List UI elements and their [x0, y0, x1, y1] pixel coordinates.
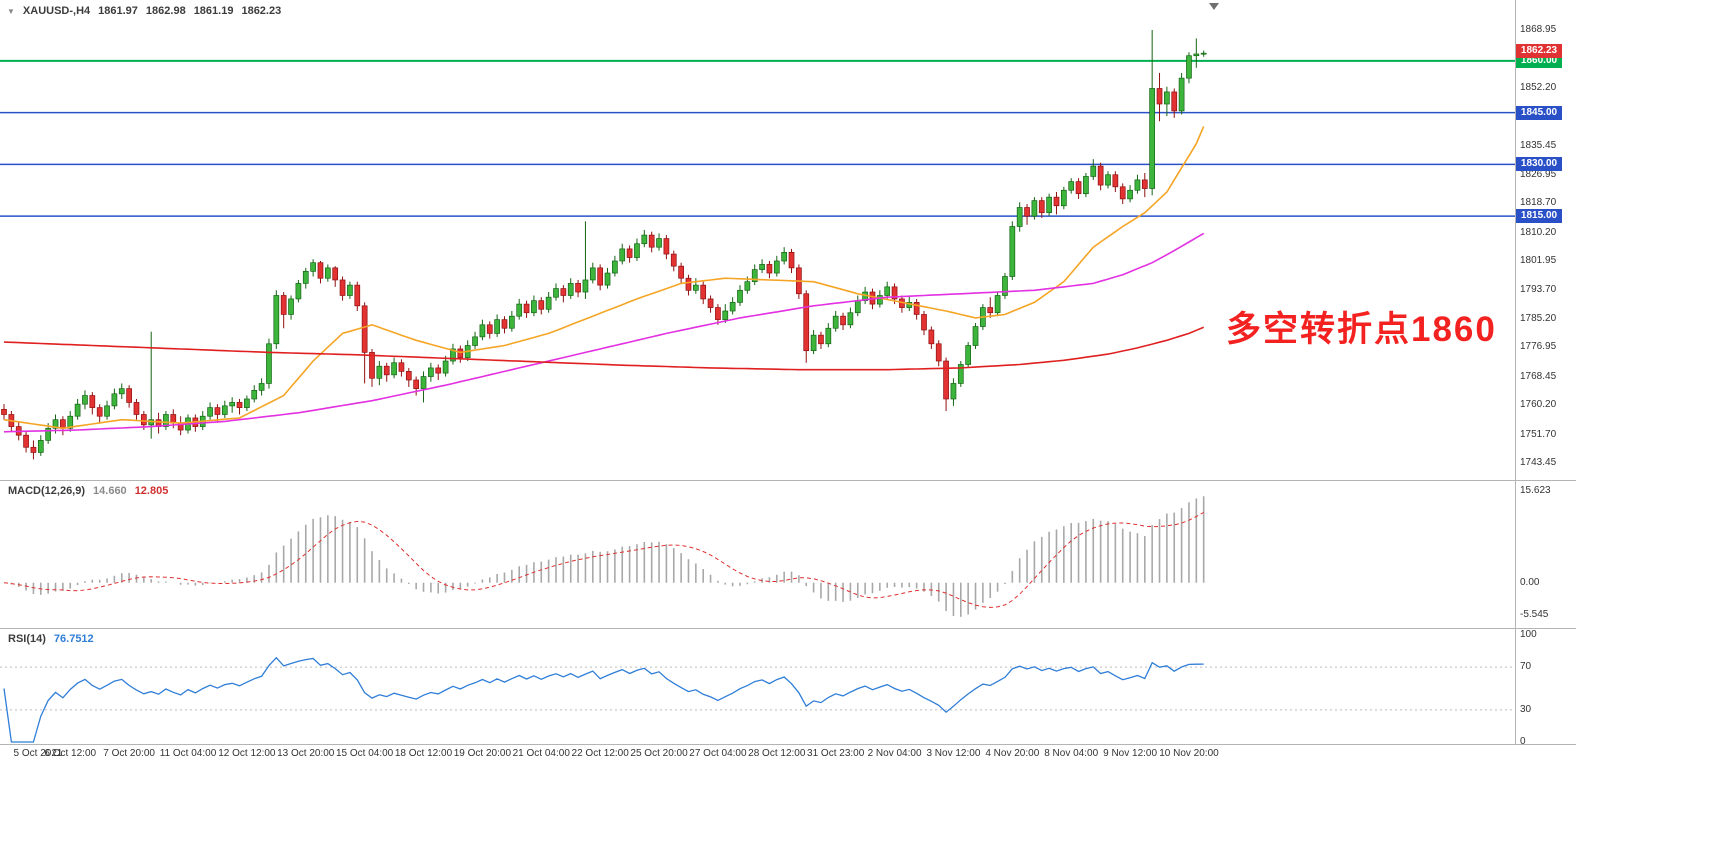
ma-mid-line	[3, 232, 1205, 433]
time-axis-label: 9 Nov 12:00	[1103, 748, 1158, 759]
macd-axis-label: -5.545	[1520, 609, 1549, 621]
time-axis-label: 25 Oct 20:00	[630, 748, 688, 759]
current-price-badge: 1862.23	[1516, 44, 1562, 59]
rsi-name: RSI(14)	[8, 633, 46, 645]
ma-slow-line	[3, 326, 1205, 371]
price-badge-1830.00: 1830.00	[1516, 157, 1562, 172]
rsi-value: 76.7512	[53, 633, 94, 645]
price-axis-label: 1810.20	[1520, 226, 1557, 238]
price-axis-label: 1835.45	[1520, 139, 1557, 151]
ohlc-open-value: 1861.97	[98, 5, 138, 17]
macd-main-value: 14.660	[93, 485, 127, 497]
rsi-axis-label: 100	[1520, 629, 1537, 640]
price-axis-label: 1868.95	[1520, 24, 1557, 35]
one-click-trading-icon[interactable]: ▼	[7, 6, 15, 16]
time-axis-label: 18 Oct 12:00	[394, 748, 453, 759]
macd-signal-value: 12.805	[134, 485, 169, 497]
time-axis-label: 27 Oct 04:00	[689, 748, 747, 759]
price-axis-label: 1776.95	[1520, 341, 1557, 353]
time-axis-label: 11 Oct 04:00	[159, 748, 217, 759]
price-badge-1815.00: 1815.00	[1516, 209, 1562, 224]
macd-name: MACD(12,26,9)	[8, 485, 86, 497]
time-axis-label: 21 Oct 04:00	[512, 748, 570, 759]
macd-axis-label: 0.00	[1520, 576, 1540, 588]
chart-info-bar: ▼ XAUUSD-,H4 1861.97 1862.98 1861.19 186…	[7, 5, 281, 17]
price-axis-label: 1793.70	[1520, 283, 1557, 295]
macd-signal-line	[3, 511, 1204, 608]
time-axis-label: 13 Oct 20:00	[277, 748, 335, 759]
price-axis-label: 1768.45	[1520, 370, 1557, 382]
ma-fast-line	[3, 126, 1205, 430]
macd-histogram	[10, 496, 1205, 617]
rsi-axis-label: 0	[1520, 736, 1526, 747]
time-axis-label: 3 Nov 12:00	[926, 748, 981, 759]
ohlc-low-value: 1861.19	[193, 5, 234, 17]
time-axis-label: 8 Nov 04:00	[1044, 748, 1099, 759]
ohlc-high-value: 1862.98	[145, 5, 186, 17]
rsi-line	[3, 656, 1204, 743]
price-axis-label: 1801.95	[1520, 255, 1557, 267]
time-axis-label: 19 Oct 20:00	[453, 748, 512, 759]
price-axis-label: 1818.70	[1520, 197, 1557, 209]
time-axis-label: 22 Oct 12:00	[571, 748, 629, 759]
price-axis-label: 1826.95	[1520, 168, 1557, 180]
rsi-axis-label: 70	[1520, 661, 1532, 673]
time-axis-label: 5 Oct 2021	[13, 748, 63, 759]
time-axis-label: 31 Oct 23:00	[807, 748, 865, 759]
time-axis-label: 6 Oct 12:00	[44, 748, 97, 759]
time-axis-label: 12 Oct 12:00	[218, 748, 276, 759]
macd-indicator-label: MACD(12,26,9) 14.660 12.805	[8, 485, 168, 497]
rsi-indicator-label: RSI(14) 76.7512	[8, 633, 94, 645]
time-axis-label: 15 Oct 04:00	[335, 748, 394, 759]
time-axis-label: 7 Oct 20:00	[103, 748, 155, 759]
time-axis-label: 10 Nov 20:00	[1159, 748, 1219, 759]
price-axis-label: 1751.70	[1520, 428, 1557, 440]
price-badge-1845.00: 1845.00	[1516, 105, 1562, 120]
price-axis-label: 1760.20	[1520, 399, 1557, 411]
price-axis-label: 1785.20	[1520, 312, 1557, 324]
rsi-axis-label: 30	[1520, 703, 1532, 715]
macd-axis-label: 15.623	[1520, 484, 1551, 496]
symbol-period-label: XAUUSD-,H4	[22, 5, 91, 17]
time-axis-label: 2 Nov 04:00	[867, 748, 922, 759]
price-axis-label: 1852.20	[1520, 81, 1557, 93]
chart-shift-marker-icon[interactable]	[1209, 3, 1219, 10]
time-axis-label: 4 Nov 20:00	[985, 748, 1040, 759]
annotation-text[interactable]: 多空转折点1860	[1226, 310, 1497, 349]
price-axis-label: 1743.45	[1520, 456, 1557, 468]
ohlc-close-value: 1862.23	[241, 5, 282, 17]
time-axis-label: 28 Oct 12:00	[748, 748, 806, 759]
